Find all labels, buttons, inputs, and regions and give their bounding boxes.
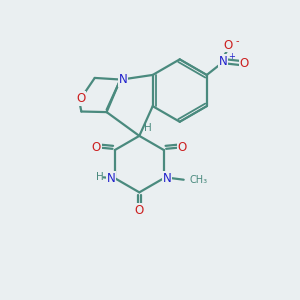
Text: N: N [219, 55, 227, 68]
Text: -: - [235, 36, 238, 46]
Text: H: H [96, 172, 104, 182]
Text: +: + [228, 52, 235, 61]
Text: O: O [92, 140, 101, 154]
Text: H: H [144, 123, 152, 133]
Text: O: O [178, 140, 187, 154]
Text: N: N [118, 73, 127, 86]
Text: CH₃: CH₃ [190, 175, 208, 185]
Text: O: O [240, 57, 249, 70]
Text: N: N [163, 172, 172, 185]
Text: O: O [76, 92, 86, 105]
Text: N: N [107, 172, 116, 185]
Text: O: O [135, 204, 144, 217]
Text: O: O [224, 39, 233, 52]
